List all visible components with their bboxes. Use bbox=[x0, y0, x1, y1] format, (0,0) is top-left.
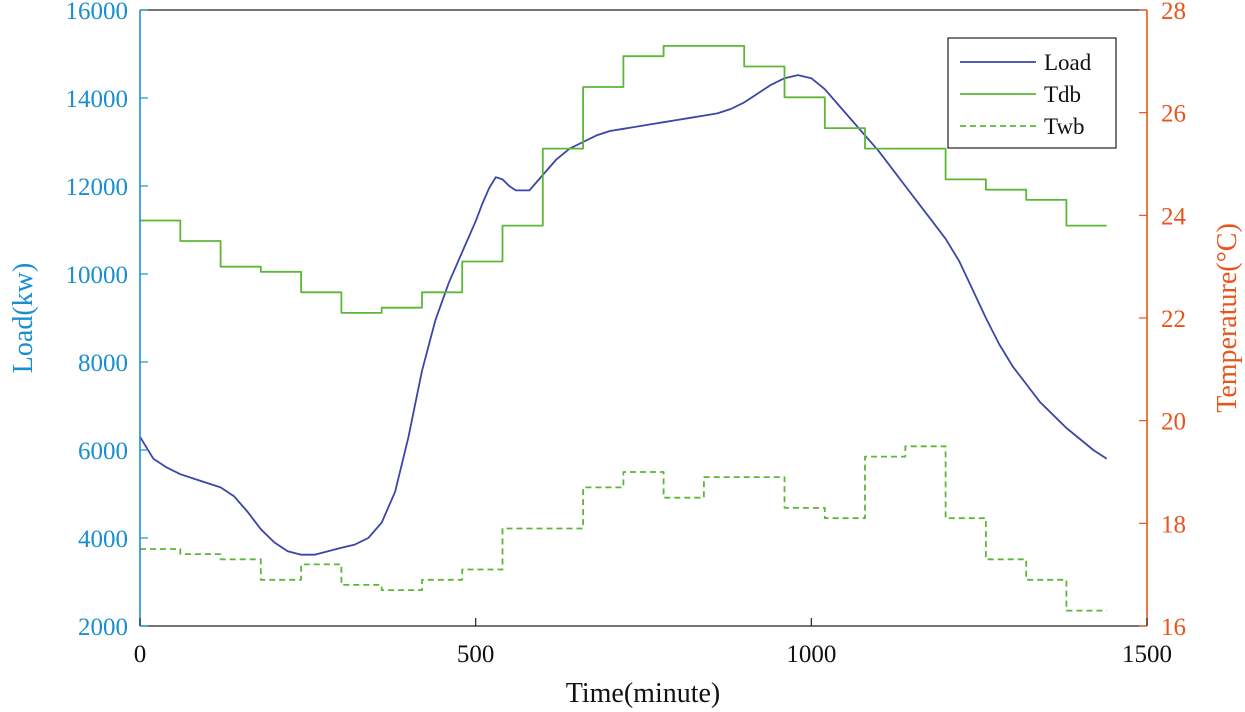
legend-label: Twb bbox=[1044, 114, 1085, 139]
left-tick-label: 14000 bbox=[66, 86, 129, 113]
right-tick-label: 22 bbox=[1161, 306, 1186, 333]
right-tick-label: 24 bbox=[1161, 203, 1187, 230]
left-axis-title: Load(kw) bbox=[8, 263, 39, 373]
x-tick-label: 0 bbox=[134, 641, 147, 668]
left-tick-label: 6000 bbox=[78, 438, 128, 465]
legend-label: Load bbox=[1044, 50, 1092, 75]
legend-label: Tdb bbox=[1044, 82, 1081, 107]
series-line-tdb bbox=[140, 45, 1107, 314]
x-tick-label: 500 bbox=[457, 641, 495, 668]
right-tick-label: 16 bbox=[1161, 614, 1186, 641]
legend: Load Tdb Twb bbox=[947, 37, 1117, 149]
legend-box bbox=[947, 37, 1117, 149]
left-tick-label: 4000 bbox=[78, 526, 128, 553]
right-tick-label: 26 bbox=[1161, 101, 1186, 128]
series-line-twb bbox=[140, 445, 1107, 612]
ticks-layer: 0 500 1000 1500 2000 4000 6000 8000 10000 12000 14… bbox=[66, 0, 1187, 668]
right-tick-label: 20 bbox=[1161, 409, 1186, 436]
right-axis-title: Temperature(°C) bbox=[1212, 223, 1243, 413]
x-axis-title: Time(minute) bbox=[566, 678, 721, 709]
right-tick-label: 18 bbox=[1161, 511, 1186, 538]
left-tick-label: 16000 bbox=[66, 0, 129, 25]
x-tick-label: 1500 bbox=[1122, 641, 1172, 668]
series-layer bbox=[139, 45, 1108, 612]
right-tick-label: 28 bbox=[1161, 0, 1186, 25]
left-tick-label: 8000 bbox=[78, 350, 128, 377]
left-tick-label: 12000 bbox=[66, 174, 129, 201]
left-tick-label: 10000 bbox=[66, 262, 129, 289]
left-tick-label: 2000 bbox=[78, 614, 128, 641]
series-line-load bbox=[139, 74, 1108, 556]
x-tick-label: 1000 bbox=[786, 641, 836, 668]
